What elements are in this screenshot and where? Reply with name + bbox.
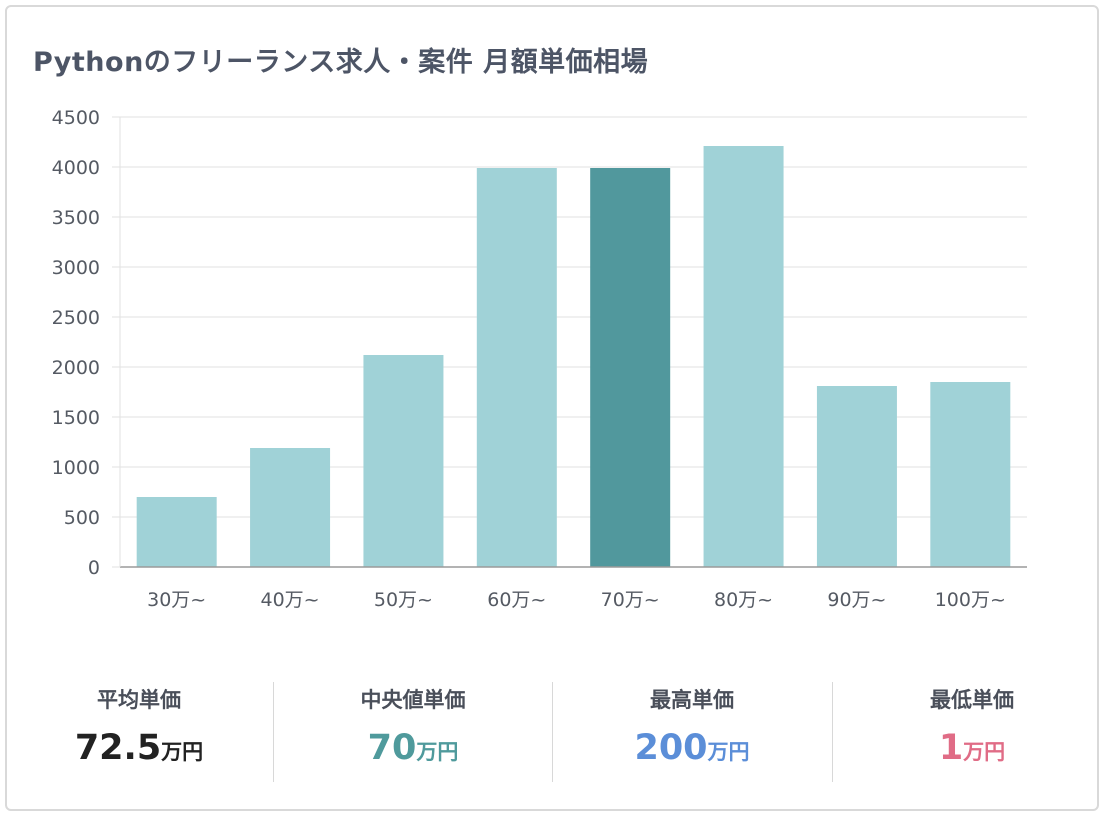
y-axis-ticks: 0 500 1000 1500 2000 2500 3000 3500 4000 4500 — [52, 107, 100, 579]
y-tick-label: 2000 — [52, 357, 100, 379]
y-tick-label: 3000 — [52, 257, 100, 279]
y-tick-label: 4000 — [52, 157, 100, 179]
stat-min: 最低単価 1万円 — [833, 670, 1108, 782]
x-tick-label: 70万~ — [601, 589, 660, 611]
stat-divider — [273, 682, 274, 782]
x-tick-label: 30万~ — [147, 589, 206, 611]
x-axis-ticks: 30万~ 40万~ 50万~ 60万~ 70万~ 80万~ 90万~ 100万~ — [147, 589, 1006, 611]
stat-min-value: 1万円 — [833, 728, 1108, 768]
x-tick-label: 90万~ — [827, 589, 886, 611]
bar-1[interactable] — [136, 497, 217, 567]
stat-max: 最高単価 200万円 — [553, 670, 831, 782]
bar-7[interactable] — [816, 386, 897, 567]
stat-average-value: 72.5万円 — [0, 728, 278, 768]
y-tick-label: 2500 — [52, 307, 100, 329]
stat-average-unit: 万円 — [161, 740, 204, 764]
stat-min-label: 最低単価 — [930, 688, 1014, 712]
stat-max-label: 最高単価 — [650, 688, 734, 712]
stat-average-label: 平均単価 — [97, 688, 181, 712]
bar-5[interactable] — [590, 168, 671, 567]
bar-6[interactable] — [703, 146, 784, 567]
stat-divider — [552, 682, 553, 782]
stat-median-value: 70万円 — [274, 728, 552, 768]
bar-chart: 0 500 1000 1500 2000 2500 3000 3500 4000 4500 30万… — [52, 107, 1027, 611]
stat-average: 平均単価 72.5万円 — [0, 670, 278, 782]
y-tick-label: 1500 — [52, 407, 100, 429]
y-tick-label: 1000 — [52, 457, 100, 479]
chart-title: Pythonのフリーランス求人・案件 月額単価相場 — [33, 47, 649, 78]
y-tick-label: 500 — [64, 507, 100, 529]
stat-median-number: 70 — [367, 728, 417, 768]
bar-2[interactable] — [250, 448, 331, 567]
bars — [136, 146, 1011, 567]
stat-min-number: 1 — [938, 728, 964, 768]
bar-3[interactable] — [363, 355, 444, 567]
x-tick-label: 40万~ — [261, 589, 320, 611]
stat-max-value: 200万円 — [553, 728, 831, 768]
x-tick-label: 100万~ — [935, 589, 1006, 611]
stat-average-number: 72.5 — [74, 728, 162, 768]
stat-median: 中央値単価 70万円 — [274, 670, 552, 782]
x-tick-label: 80万~ — [714, 589, 773, 611]
stat-max-number: 200 — [634, 728, 708, 768]
stat-divider — [832, 682, 833, 782]
y-tick-label: 0 — [88, 557, 100, 579]
stat-min-unit: 万円 — [963, 740, 1006, 764]
y-tick-label: 4500 — [52, 107, 100, 129]
stat-median-unit: 万円 — [416, 740, 459, 764]
stat-max-unit: 万円 — [707, 740, 750, 764]
bar-8[interactable] — [930, 382, 1011, 567]
y-tick-label: 3500 — [52, 207, 100, 229]
stats-panel: 平均単価 72.5万円 中央値単価 70万円 最高単価 200万円 最低単価 1… — [0, 670, 1108, 790]
bar-4[interactable] — [476, 168, 557, 567]
x-tick-label: 60万~ — [487, 589, 546, 611]
stat-median-label: 中央値単価 — [360, 688, 466, 712]
x-tick-label: 50万~ — [374, 589, 433, 611]
